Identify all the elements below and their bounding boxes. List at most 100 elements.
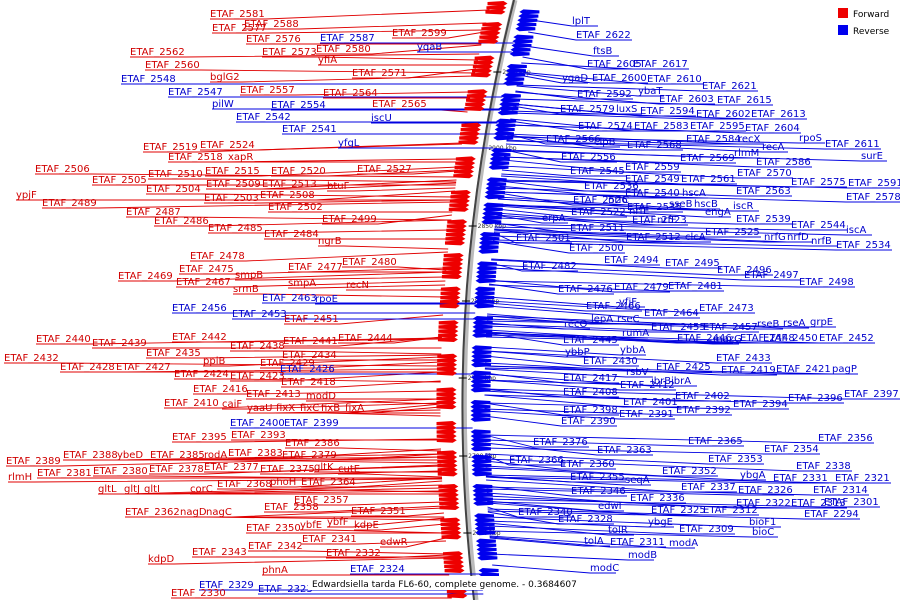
forward-gene-arrow: [436, 400, 457, 405]
forward-gene-arrow: [438, 328, 459, 334]
reverse-gene-arrow: [472, 328, 493, 334]
gene-label-etaf-2376: ETAF_2376: [533, 437, 588, 448]
leader-line: [327, 517, 445, 528]
gene-label-etaf-2464: ETAF_2464: [644, 308, 699, 319]
gene-label-etaf-2586: ETAF_2586: [756, 157, 811, 168]
leader-line: [484, 388, 900, 400]
gene-label-etaf-2360: ETAF_2360: [560, 459, 615, 470]
leader-line: [496, 205, 655, 217]
forward-gene-arrow: [441, 274, 462, 279]
gene-label-ybff: ybfF: [327, 517, 349, 528]
leader-line: [42, 201, 454, 209]
leader-line: [486, 488, 794, 496]
forward-gene-arrow: [471, 68, 492, 74]
gene-label-clpb: clpB: [594, 137, 616, 148]
gene-label-edwi: edwI: [598, 501, 622, 512]
gene-label-smpa: smpA: [288, 278, 316, 289]
gene-label-etaf-2402: ETAF_2402: [675, 391, 730, 402]
gene-label-etaf-2527: ETAF_2527: [357, 164, 412, 175]
leader-line: [264, 505, 444, 513]
leader-line: [489, 279, 670, 293]
reverse-gene-arrow: [496, 118, 517, 124]
gene-label-etaf-2313: ETAF_2313: [791, 498, 846, 509]
gene-label-etaf-2357: ETAF_2357: [294, 495, 349, 506]
leader-line: [518, 74, 588, 84]
leader-line: [486, 486, 869, 496]
leader-line: [284, 314, 444, 325]
forward-gene-arrow: [443, 257, 464, 263]
forward-gene-arrow: [436, 391, 457, 397]
reverse-gene-arrow: [477, 555, 498, 561]
forward-gene-arrow: [473, 59, 494, 65]
reverse-gene-arrow: [470, 387, 491, 393]
reverse-gene-arrow: [478, 568, 499, 573]
reverse-gene-arrow: [482, 206, 503, 212]
reverse-gene-arrow: [479, 572, 500, 578]
reverse-gene-arrow: [470, 383, 491, 389]
leader-line: [488, 522, 634, 536]
reverse-gene-arrow: [511, 43, 532, 48]
leader-line: [484, 394, 844, 404]
forward-gene-arrow: [445, 232, 466, 237]
gene-label-etaf-2522: ETAF_2522: [571, 207, 626, 218]
reverse-gene-arrow: [493, 135, 514, 141]
gene-label-etaf-2390: ETAF_2390: [561, 416, 616, 427]
reverse-gene-arrow: [484, 190, 505, 195]
gene-label-etaf-2615: ETAF_2615: [717, 95, 772, 106]
gene-label-gltl: gltL: [98, 484, 117, 495]
gene-label-roda: rodA: [204, 450, 227, 461]
reverse-gene-arrow: [488, 164, 509, 170]
reverse-gene-arrow: [476, 265, 497, 271]
gene-label-etaf-2398: ETAF_2398: [563, 405, 618, 416]
reverse-gene-arrow: [482, 211, 503, 216]
leader-line: [496, 208, 627, 218]
gene-label-etaf-2321: ETAF_2321: [835, 473, 890, 484]
gene-label-etaf-2325: ETAF_2325: [651, 505, 706, 516]
forward-gene-arrow: [479, 34, 500, 40]
gene-label-etaf-2495: ETAF_2495: [665, 258, 720, 269]
leader-line: [342, 266, 447, 271]
gene-label-etaf-2444: ETAF_2444: [338, 333, 393, 344]
gene-label-etaf-2438: ETAF_2438: [230, 341, 285, 352]
gene-label-phna: phnA: [262, 565, 288, 576]
leader-line: [489, 284, 724, 292]
gene-label-etaf-2336: ETAF_2336: [630, 493, 685, 504]
gene-label-etaf-2602: ETAF_2602: [696, 109, 751, 120]
gene-label-etaf-2381: ETAF_2381: [37, 468, 92, 479]
gene-label-etaf-2569: ETAF_2569: [680, 153, 735, 164]
leader-line: [174, 378, 441, 383]
leader-line: [144, 490, 443, 495]
leader-line: [210, 9, 490, 20]
gene-label-etaf-2566: ETAF_2566: [546, 134, 601, 145]
forward-gene-arrow: [440, 526, 461, 531]
gene-label-caif: caiF: [222, 399, 242, 410]
gene-label-etaf-2429: ETAF_2429: [260, 358, 315, 369]
leader-line: [488, 525, 735, 535]
gene-label-nrff: nrfF: [657, 215, 677, 226]
leader-line: [486, 320, 836, 328]
gene-label-etaf-2561: ETAF_2561: [681, 174, 736, 185]
leader-line: [117, 456, 442, 461]
reverse-gene-arrow: [471, 454, 492, 460]
reverse-gene-arrow: [470, 433, 491, 439]
gene-label-nagd: nagD: [180, 507, 207, 518]
gene-label-nrfe: nrfE: [629, 206, 649, 217]
forward-gene-arrow: [453, 169, 474, 174]
leader-line: [484, 434, 874, 444]
gene-label-smpb: smpB: [235, 270, 263, 281]
gene-label-etaf-2603: ETAF_2603: [659, 94, 714, 105]
gene-label-sure: surE: [861, 151, 883, 162]
reverse-gene-arrow: [472, 496, 493, 502]
reverse-gene-arrow: [475, 538, 496, 544]
leader-line: [491, 259, 721, 269]
leader-line: [260, 361, 442, 369]
gene-label-mazg: mazG: [713, 334, 742, 345]
leader-line: [212, 29, 485, 34]
gene-label-corc: corC: [190, 484, 213, 495]
leader-line: [338, 336, 443, 344]
leader-line: [484, 379, 697, 387]
gene-label-etaf-2378: ETAF_2378: [149, 464, 204, 475]
leader-line: [193, 390, 441, 395]
forward-gene-arrow: [437, 463, 458, 468]
